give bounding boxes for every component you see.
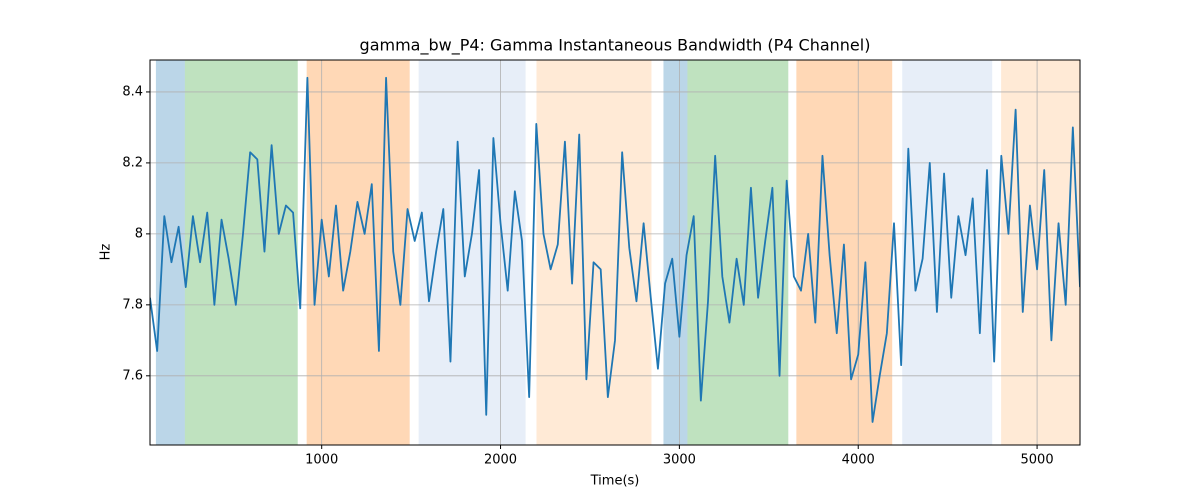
ticks: 1000 2000 3000 4000 5000 7.6 7.8 8 8.2 8.4 [122, 84, 1053, 467]
x-axis-label: Time(s) [590, 474, 640, 489]
chart-title: gamma_bw_P4: Gamma Instantaneous Bandwid… [360, 36, 871, 56]
y-tick-label: 7.6 [122, 368, 143, 383]
shaded-span [687, 60, 789, 445]
plot-frame [149, 59, 1081, 446]
x-tick-label: 4000 [842, 453, 875, 468]
y-tick-label: 8 [135, 226, 143, 241]
y-axis-label: Hz [99, 244, 114, 261]
shaded-span [663, 60, 688, 445]
x-tick-label: 2000 [484, 453, 517, 468]
x-tick-label: 3000 [663, 453, 696, 468]
y-tick-label: 8.2 [122, 155, 143, 170]
x-tick-label: 1000 [305, 453, 338, 468]
x-tick-label: 5000 [1021, 453, 1054, 468]
data-line [150, 76, 1080, 423]
shaded-span [536, 60, 652, 445]
shaded-span [902, 60, 993, 445]
y-tick-label: 8.4 [122, 84, 143, 99]
shaded-span [418, 60, 526, 445]
y-tick-label: 7.8 [122, 297, 143, 312]
lines [150, 76, 1080, 423]
